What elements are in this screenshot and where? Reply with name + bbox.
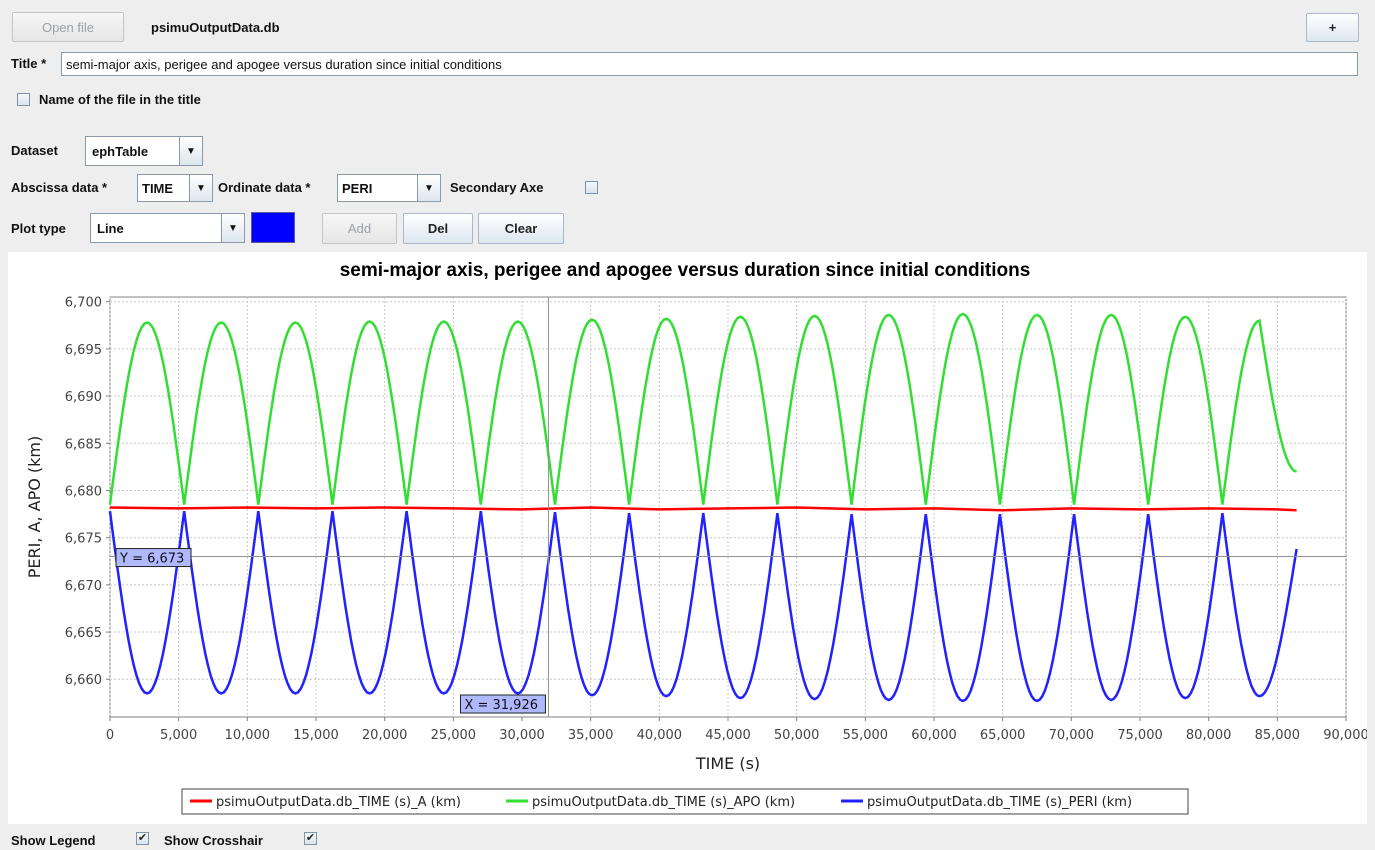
secondary-axe-label: Secondary Axe [450, 180, 544, 195]
dataset-select[interactable]: ephTable ▼ [85, 136, 203, 166]
show-crosshair-label: Show Crosshair [164, 833, 263, 848]
show-legend-checkbox[interactable]: ✔ [136, 832, 149, 845]
ordinate-select[interactable]: PERI ▼ [337, 174, 441, 202]
y-axis-ticks: 6,700 6,695 6,690 6,685 6,680 6,675 6,670 6,665… [65, 296, 110, 688]
y-tick-label: 6,675 [65, 532, 102, 547]
crosshair: Y = 6,673 X = 31,926 [110, 297, 1346, 717]
clear-button[interactable]: Clear [478, 213, 564, 244]
crosshair-x-box [459, 694, 546, 714]
y-tick-label: 6,700 [65, 296, 102, 311]
chart-title: semi-major axis, perigee and apogee vers… [340, 260, 1031, 281]
x-tick-label: 80,000 [1186, 728, 1232, 743]
y-axis-label: PERI, A, APO (km) [25, 436, 44, 579]
crosshair-y-box [115, 548, 192, 568]
series-line-apo [108, 312, 1297, 505]
dataset-value: ephTable [92, 143, 149, 159]
chevron-down-icon[interactable]: ▼ [189, 175, 212, 201]
chart[interactable]: semi-major axis, perigee and apogee vers… [8, 252, 1369, 824]
legend-label-a: psimuOutputData.db_TIME (s)_A (km) [216, 795, 461, 810]
x-tick-label: 45,000 [705, 728, 751, 743]
x-tick-label: 65,000 [980, 728, 1026, 743]
show-legend-label: Show Legend [11, 833, 96, 848]
x-tick-label: 55,000 [843, 728, 889, 743]
x-tick-label: 15,000 [293, 728, 339, 743]
x-tick-label: 20,000 [362, 728, 408, 743]
file-name-label: psimuOutputData.db [151, 20, 280, 35]
chart-panel[interactable]: semi-major axis, perigee and apogee vers… [8, 252, 1369, 824]
color-swatch-button[interactable] [251, 212, 295, 243]
plot-type-label: Plot type [11, 221, 66, 236]
x-tick-label: 30,000 [499, 728, 545, 743]
name-in-title-checkbox[interactable] [17, 93, 30, 106]
abscissa-value: TIME [142, 180, 174, 196]
x-axis-ticks: 0 5,000 10,000 15,000 20,000 25,000 30,000 35,0… [106, 717, 1369, 743]
show-crosshair-checkbox[interactable]: ✔ [304, 832, 317, 845]
add-button[interactable]: Add [322, 213, 397, 244]
legend-label-peri: psimuOutputData.db_TIME (s)_PERI (km) [867, 795, 1132, 810]
title-input[interactable]: semi-major axis, perigee and apogee vers… [61, 52, 1358, 76]
x-axis-label: TIME (s) [695, 754, 760, 773]
delete-button[interactable]: Del [403, 213, 473, 244]
x-tick-label: 50,000 [774, 728, 820, 743]
y-tick-label: 6,665 [65, 626, 102, 641]
legend-label-apo: psimuOutputData.db_TIME (s)_APO (km) [532, 795, 795, 810]
ordinate-value: PERI [342, 180, 373, 196]
y-tick-label: 6,685 [65, 437, 102, 452]
ordinate-label: Ordinate data * [218, 180, 311, 195]
series-line-peri [108, 511, 1298, 703]
x-tick-label: 70,000 [1049, 728, 1095, 743]
secondary-axe-checkbox[interactable] [585, 181, 598, 194]
plot-type-value: Line [97, 220, 124, 236]
plot-type-select[interactable]: Line ▼ [90, 213, 245, 243]
chevron-down-icon[interactable]: ▼ [221, 214, 244, 242]
x-tick-label: 90,000 [1323, 728, 1367, 743]
x-tick-label: 0 [106, 728, 114, 743]
y-tick-label: 6,680 [65, 484, 102, 499]
y-tick-label: 6,660 [65, 673, 102, 688]
open-file-button[interactable]: Open file [12, 12, 124, 42]
dataset-label: Dataset [11, 143, 58, 158]
x-tick-label: 25,000 [431, 728, 477, 743]
y-tick-label: 6,695 [65, 343, 102, 358]
x-tick-label: 5,000 [160, 728, 197, 743]
chevron-down-icon[interactable]: ▼ [179, 137, 202, 165]
legend-box [181, 788, 1189, 815]
y-tick-label: 6,690 [65, 390, 102, 405]
y-tick-label: 6,670 [65, 579, 102, 594]
x-tick-label: 10,000 [225, 728, 271, 743]
title-label: Title * [11, 56, 47, 71]
series-lines [108, 312, 1298, 703]
crosshair-x-label: X = 31,926 [464, 698, 538, 713]
name-in-title-label: Name of the file in the title [39, 92, 201, 107]
abscissa-select[interactable]: TIME ▼ [137, 174, 213, 202]
x-tick-label: 35,000 [568, 728, 614, 743]
add-panel-button[interactable]: + [1306, 13, 1359, 42]
x-tick-label: 85,000 [1255, 728, 1301, 743]
series-line-a [109, 506, 1297, 512]
abscissa-label: Abscissa data * [11, 180, 108, 195]
x-tick-label: 60,000 [911, 728, 957, 743]
chevron-down-icon[interactable]: ▼ [417, 175, 440, 201]
crosshair-y-label: Y = 6,673 [119, 552, 184, 567]
x-tick-label: 75,000 [1117, 728, 1163, 743]
x-tick-label: 40,000 [637, 728, 683, 743]
legend: psimuOutputData.db_TIME (s)_A (km) psimu… [181, 788, 1189, 815]
